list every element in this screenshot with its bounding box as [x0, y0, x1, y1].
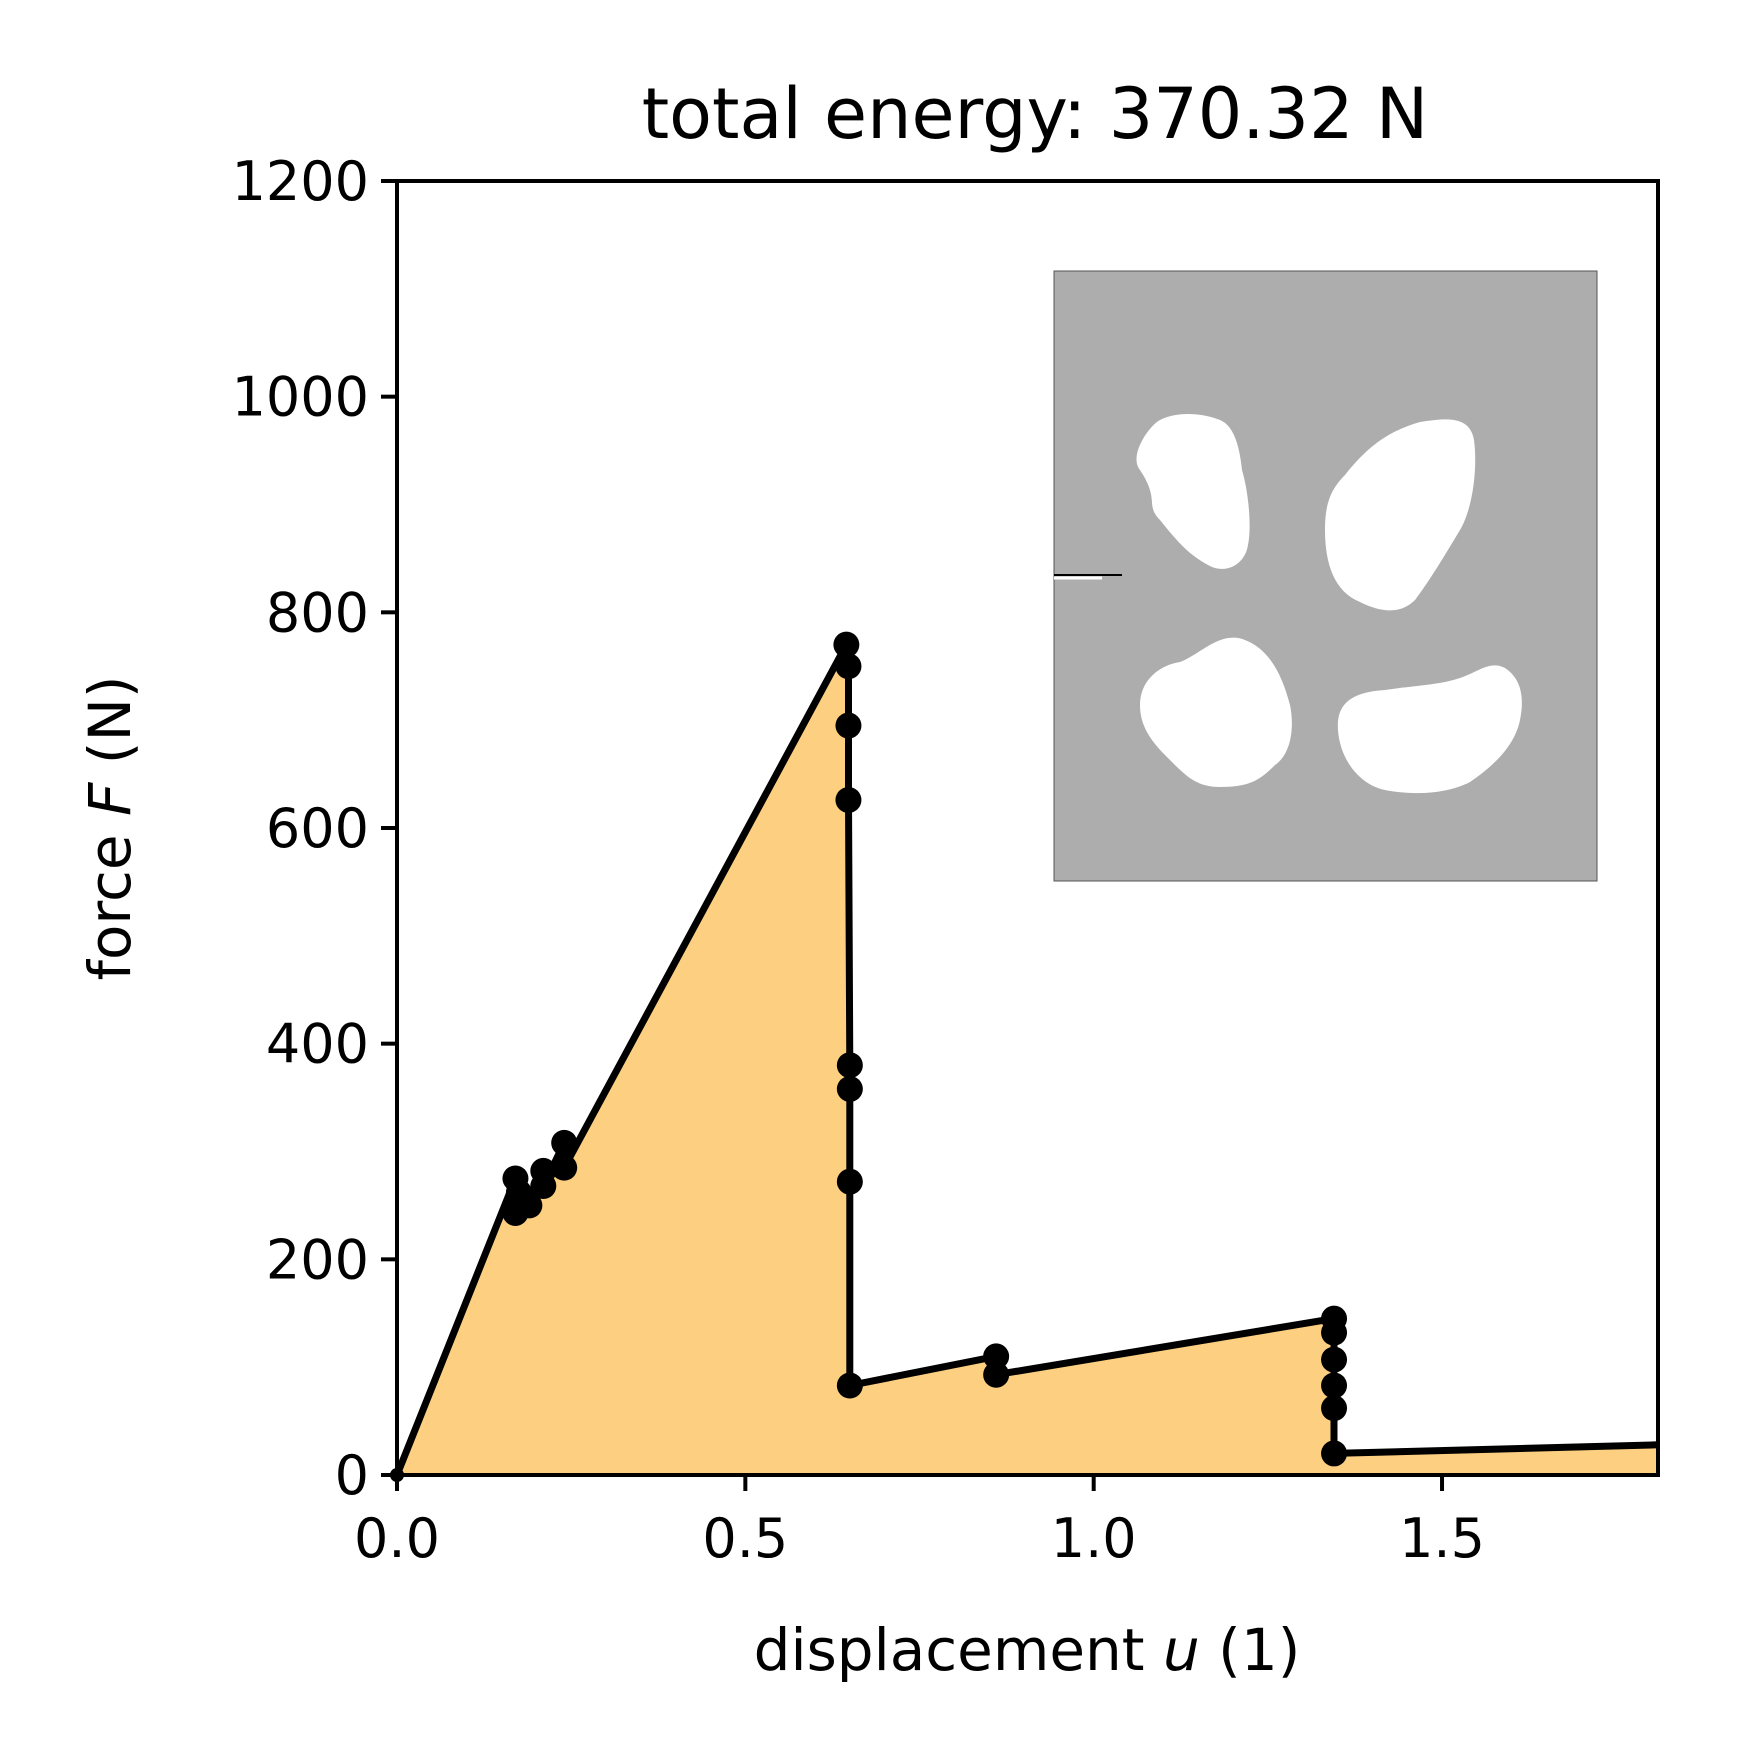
inset-void-top-left — [1136, 414, 1250, 569]
inset-void-bottom-left — [1140, 637, 1292, 787]
data-point — [1321, 1372, 1348, 1399]
data-point — [836, 1075, 863, 1102]
inset-material — [1053, 270, 1598, 882]
y-tick-label: 0 — [335, 1444, 369, 1507]
y-tick-label: 1200 — [232, 150, 369, 213]
data-point — [983, 1343, 1010, 1370]
data-point — [983, 1361, 1010, 1388]
chart-title: total energy: 370.32 N — [642, 73, 1429, 155]
y-axis-ticks: 0 200 400 600 800 1000 1200 — [232, 150, 397, 1507]
y-tick-label: 1000 — [232, 366, 369, 429]
data-point — [516, 1192, 543, 1219]
data-point — [1321, 1346, 1348, 1373]
data-point — [1321, 1319, 1348, 1346]
y-axis-label-suffix: (N) — [76, 676, 144, 783]
topology-inset — [1053, 270, 1598, 882]
data-point — [835, 653, 862, 680]
x-axis-label: displacement u (1) — [754, 1616, 1301, 1684]
x-tick-label: 0.5 — [702, 1507, 788, 1570]
data-points — [390, 631, 1348, 1482]
x-axis-ticks: 0.0 0.5 1.0 1.5 — [354, 1475, 1485, 1570]
x-tick-label: 1.0 — [1051, 1507, 1137, 1570]
y-axis-label-prefix: force — [76, 816, 144, 980]
data-point — [835, 786, 862, 813]
inset-void-bottom-right — [1337, 665, 1522, 794]
data-point — [836, 1168, 863, 1195]
data-point — [833, 631, 860, 658]
inset-void-top-right — [1325, 419, 1476, 611]
data-point — [551, 1129, 578, 1156]
y-tick-label: 400 — [266, 1013, 369, 1076]
y-axis-label: force F (N) — [76, 676, 144, 981]
data-point — [836, 1052, 863, 1079]
energy-area-fill — [397, 644, 1658, 1475]
y-axis-label-var: F — [76, 781, 144, 816]
x-axis-label-var: u — [1163, 1616, 1200, 1684]
x-tick-label: 1.5 — [1399, 1507, 1485, 1570]
y-tick-label: 800 — [266, 581, 369, 644]
data-point — [530, 1173, 557, 1200]
data-point — [835, 712, 862, 739]
y-tick-label: 600 — [266, 797, 369, 860]
data-point — [1321, 1440, 1348, 1467]
x-tick-label: 0.0 — [354, 1507, 440, 1570]
x-axis-label-prefix: displacement — [754, 1616, 1163, 1684]
data-point — [551, 1154, 578, 1181]
y-tick-label: 200 — [266, 1228, 369, 1291]
x-axis-label-suffix: (1) — [1200, 1616, 1301, 1684]
plot-area — [390, 179, 1660, 1482]
data-point — [1321, 1395, 1348, 1422]
data-point — [836, 1372, 863, 1399]
